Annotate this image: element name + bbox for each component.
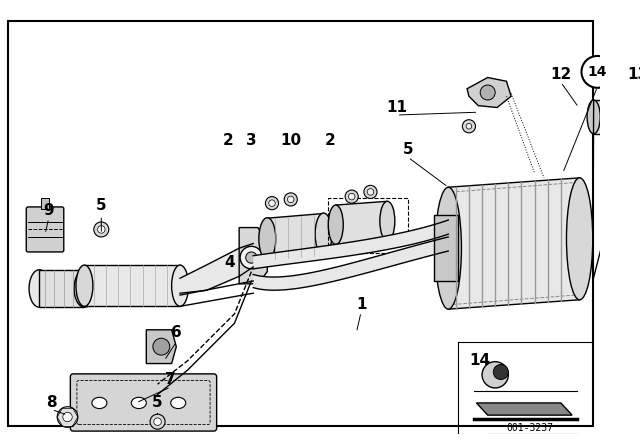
Text: 5: 5 <box>96 198 107 214</box>
Text: 14: 14 <box>588 65 607 79</box>
Circle shape <box>266 197 278 210</box>
Text: 13: 13 <box>627 67 640 82</box>
Ellipse shape <box>29 270 50 307</box>
Circle shape <box>284 193 298 206</box>
Circle shape <box>97 226 105 233</box>
Text: 10: 10 <box>280 133 301 148</box>
Circle shape <box>150 414 165 429</box>
FancyBboxPatch shape <box>26 207 64 252</box>
Polygon shape <box>253 237 448 290</box>
Polygon shape <box>467 78 511 108</box>
Text: 2: 2 <box>223 133 233 148</box>
Polygon shape <box>637 106 640 147</box>
Text: 9: 9 <box>44 203 54 218</box>
Circle shape <box>482 362 508 388</box>
Circle shape <box>466 124 472 129</box>
Ellipse shape <box>92 397 107 409</box>
Polygon shape <box>336 201 387 245</box>
Circle shape <box>480 85 495 100</box>
Text: 5: 5 <box>152 396 163 410</box>
Text: 4: 4 <box>225 255 235 270</box>
Circle shape <box>240 246 262 269</box>
Circle shape <box>462 120 476 133</box>
Text: 12: 12 <box>550 67 572 82</box>
Ellipse shape <box>623 100 636 134</box>
Circle shape <box>367 189 374 195</box>
Ellipse shape <box>587 100 600 134</box>
Polygon shape <box>448 178 580 309</box>
Ellipse shape <box>380 201 395 241</box>
Ellipse shape <box>76 265 93 306</box>
Bar <box>41 198 49 209</box>
Polygon shape <box>40 270 84 307</box>
Text: 14: 14 <box>469 353 490 368</box>
Bar <box>328 198 408 253</box>
Ellipse shape <box>172 265 189 306</box>
Ellipse shape <box>630 106 640 147</box>
Ellipse shape <box>328 205 343 245</box>
Circle shape <box>582 56 613 88</box>
Polygon shape <box>476 403 572 415</box>
Circle shape <box>94 222 109 237</box>
Polygon shape <box>594 100 629 134</box>
Circle shape <box>269 200 275 207</box>
Text: 2: 2 <box>324 133 335 148</box>
Text: 6: 6 <box>171 325 182 340</box>
Ellipse shape <box>566 178 593 300</box>
Text: 3: 3 <box>246 133 257 148</box>
Circle shape <box>63 412 72 422</box>
Polygon shape <box>147 330 176 364</box>
Circle shape <box>345 190 358 203</box>
Ellipse shape <box>315 213 332 255</box>
FancyBboxPatch shape <box>70 374 217 431</box>
Text: 11: 11 <box>386 100 407 115</box>
Circle shape <box>246 252 257 263</box>
Text: 5: 5 <box>403 142 413 157</box>
Polygon shape <box>268 214 324 259</box>
Text: 7: 7 <box>165 372 176 387</box>
Text: 1: 1 <box>356 297 366 312</box>
Polygon shape <box>84 265 180 306</box>
Circle shape <box>287 196 294 202</box>
Circle shape <box>57 407 78 427</box>
Text: 8: 8 <box>46 396 57 410</box>
Polygon shape <box>253 220 448 269</box>
Polygon shape <box>180 244 253 293</box>
Ellipse shape <box>259 218 276 260</box>
Circle shape <box>364 185 377 198</box>
Polygon shape <box>434 215 458 281</box>
Circle shape <box>153 338 170 355</box>
Ellipse shape <box>74 270 95 307</box>
Ellipse shape <box>171 397 186 409</box>
Ellipse shape <box>435 187 461 309</box>
Circle shape <box>493 365 508 379</box>
Polygon shape <box>239 228 268 284</box>
Ellipse shape <box>131 397 147 409</box>
Circle shape <box>154 418 161 426</box>
Circle shape <box>348 194 355 200</box>
Text: 001-3237: 001-3237 <box>506 423 554 433</box>
